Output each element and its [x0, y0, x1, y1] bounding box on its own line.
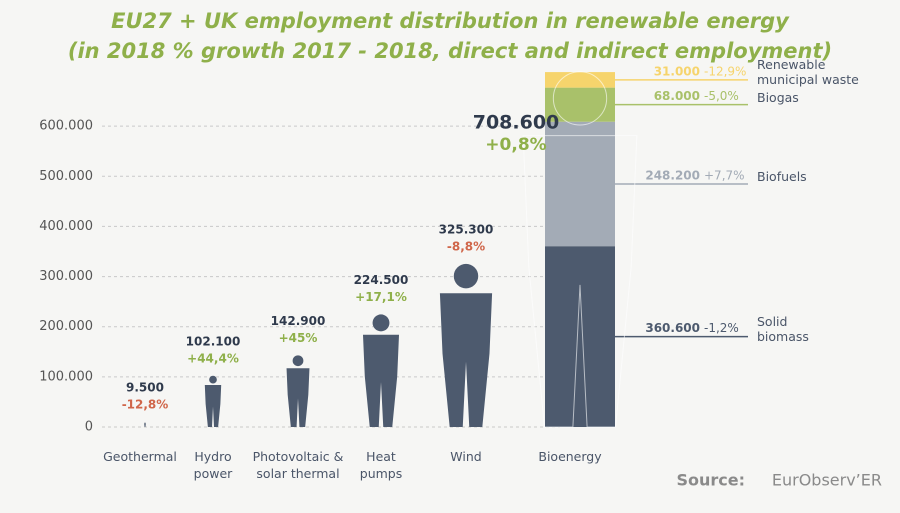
segment-value: 68.000	[654, 89, 700, 103]
figure	[204, 375, 222, 427]
value-label: 708.600	[473, 112, 560, 134]
x-tick-label: Heat pumps	[359, 449, 403, 481]
y-tick-label: 600.000	[39, 119, 93, 134]
chart-subtitle: (in 2018 % growth 2017 - 2018, direct an…	[68, 39, 832, 63]
x-tick-label: Photovoltaic & solar thermal	[252, 449, 344, 481]
y-tick-label: 0	[85, 420, 93, 435]
source: EurObserv’ER	[772, 471, 882, 490]
growth-label: +45%	[279, 331, 318, 345]
source-label: Source:	[676, 471, 745, 490]
x-tick-label: Wind	[450, 449, 482, 464]
segment-name: Biogas	[757, 89, 799, 105]
segment-growth: +7,7%	[704, 168, 745, 182]
value-label: 224.500	[354, 273, 409, 287]
growth-label: +17,1%	[355, 290, 407, 304]
figure	[144, 422, 146, 427]
bioenergy-segment	[545, 246, 615, 427]
value-label: 102.100	[186, 334, 241, 348]
growth-label: -8,8%	[447, 239, 485, 253]
segment-name: Biofuels	[757, 168, 807, 184]
growth-label: +0,8%	[485, 135, 546, 155]
value-label: 9.500	[126, 381, 164, 395]
value-label: 325.300	[439, 222, 494, 236]
segment-value: 360.600	[645, 321, 700, 335]
growth-label: +44,4%	[187, 351, 239, 365]
segment-name: Renewable municipal waste	[757, 56, 859, 87]
bioenergy-segment	[545, 121, 615, 247]
segment-value: 31.000	[654, 64, 700, 78]
y-tick-label: 100.000	[39, 369, 93, 384]
x-tick-label: Geothermal	[103, 449, 177, 464]
y-tick-label: 500.000	[39, 169, 93, 184]
y-tick-label: 200.000	[39, 319, 93, 334]
segment-growth: -5,0%	[704, 89, 739, 103]
x-tick-label: Bioenergy	[538, 449, 602, 464]
figure	[439, 263, 493, 427]
segment-growth: -12,9%	[704, 64, 746, 78]
figure	[362, 314, 400, 427]
growth-label: -12,8%	[122, 398, 169, 412]
segment-growth: -1,2%	[704, 321, 739, 335]
chart-title: EU27 + UK employment distribution in ren…	[111, 9, 790, 33]
segment-name: Solid biomass	[757, 313, 809, 344]
figure-outline	[522, 71, 638, 428]
bioenergy-segment	[545, 87, 615, 122]
y-tick-label: 300.000	[39, 269, 93, 284]
bioenergy-segment	[545, 72, 615, 88]
segment-value: 248.200	[645, 168, 700, 182]
value-label: 142.900	[271, 314, 326, 328]
y-tick-label: 400.000	[39, 219, 93, 234]
figure	[286, 355, 310, 427]
x-tick-label: Hydro power	[193, 449, 233, 481]
